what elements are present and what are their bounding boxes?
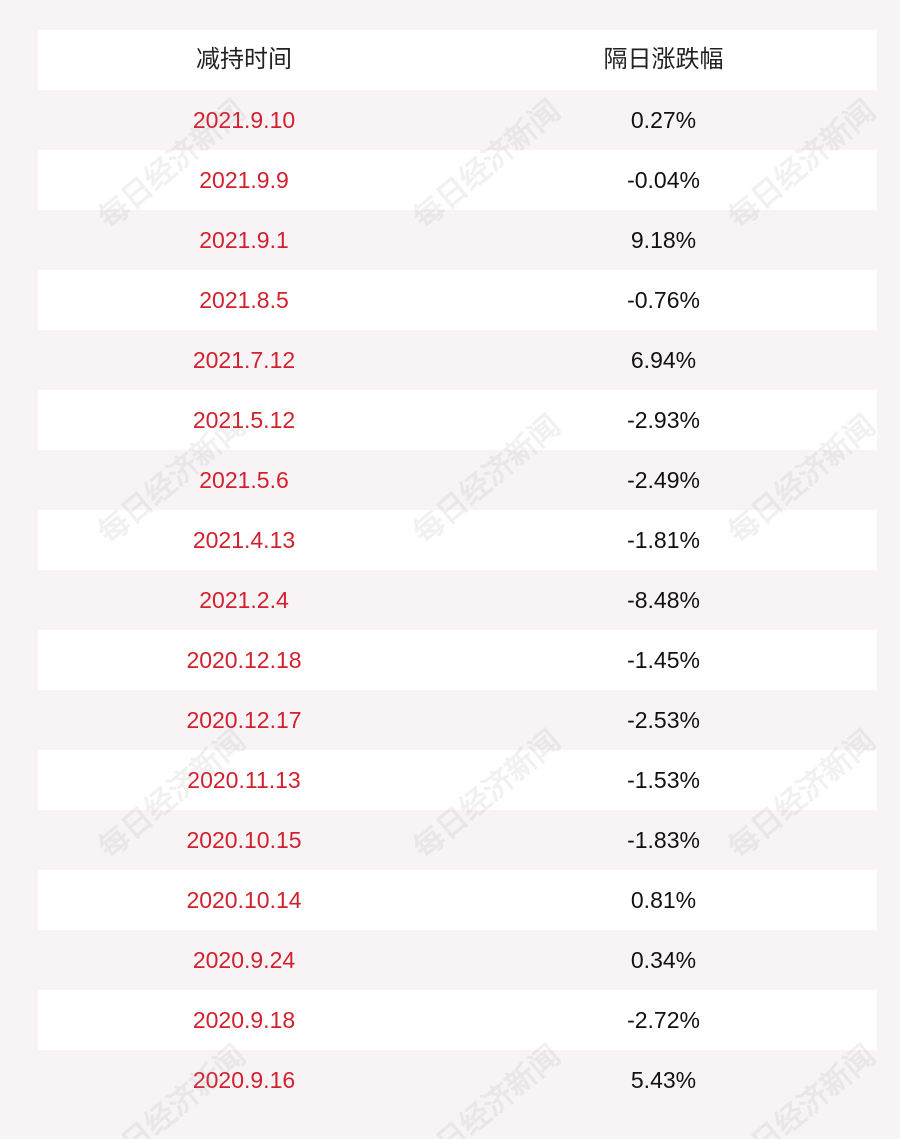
table-row: 2020.9.24 0.34% xyxy=(38,930,877,990)
reduction-date-cell: 2021.9.9 xyxy=(199,167,289,193)
table-row: 2020.11.13 -1.53% xyxy=(38,750,877,810)
reduction-date-cell: 2021.7.12 xyxy=(192,347,296,373)
table-row: 2021.4.13 -1.81% xyxy=(38,510,877,570)
next-day-change-cell: -1.53% xyxy=(627,767,700,793)
next-day-change-cell: -0.04% xyxy=(627,167,700,193)
table-row: 2021.9.10 0.27% xyxy=(38,90,877,150)
next-day-change-cell: 5.43% xyxy=(630,1067,697,1093)
table-row: 2021.5.12 -2.93% xyxy=(38,390,877,450)
table-row: 2020.9.16 5.43% xyxy=(38,1050,877,1110)
next-day-change-cell: -1.83% xyxy=(627,827,700,853)
next-day-change-cell: -2.72% xyxy=(627,1007,700,1033)
reduction-date-cell: 2020.9.18 xyxy=(192,1007,296,1033)
table-row: 2021.5.6 -2.49% xyxy=(38,450,877,510)
table-row: 2021.8.5 -0.76% xyxy=(38,270,877,330)
next-day-change-cell: 0.27% xyxy=(630,107,697,133)
table-row: 2021.9.1 9.18% xyxy=(38,210,877,270)
reduction-date-cell: 2021.9.10 xyxy=(192,107,296,133)
next-day-change-cell: 6.94% xyxy=(630,347,697,373)
table-row: 2020.9.18 -2.72% xyxy=(38,990,877,1050)
next-day-change-cell: -1.45% xyxy=(627,647,700,673)
reduction-date-cell: 2020.12.18 xyxy=(186,647,302,673)
next-day-change-cell: -2.53% xyxy=(627,707,700,733)
table-row: 2020.12.18 -1.45% xyxy=(38,630,877,690)
header-date: 减持时间 xyxy=(196,46,292,73)
next-day-change-cell: 0.81% xyxy=(630,887,697,913)
reduction-date-cell: 2020.12.17 xyxy=(186,707,302,733)
table-row: 2020.10.15 -1.83% xyxy=(38,810,877,870)
next-day-change-cell: -0.76% xyxy=(627,287,700,313)
reduction-date-cell: 2020.10.15 xyxy=(186,827,302,853)
data-table: 减持时间 隔日涨跌幅 2021.9.10 0.27% 2021.9.9 -0.04% 2… xyxy=(38,30,877,1110)
reduction-date-cell: 2021.2.4 xyxy=(199,587,289,613)
table-row: 2021.9.9 -0.04% xyxy=(38,150,877,210)
next-day-change-cell: 9.18% xyxy=(630,227,697,253)
table-row: 2020.12.17 -2.53% xyxy=(38,690,877,750)
reduction-date-cell: 2020.10.14 xyxy=(186,887,302,913)
header-change: 隔日涨跌幅 xyxy=(603,46,724,73)
reduction-date-cell: 2021.8.5 xyxy=(199,287,289,313)
reduction-date-cell: 2021.5.6 xyxy=(199,467,289,493)
reduction-date-cell: 2021.5.12 xyxy=(192,407,296,433)
reduction-date-cell: 2020.11.13 xyxy=(187,767,301,793)
reduction-date-cell: 2021.9.1 xyxy=(199,227,289,253)
next-day-change-cell: -8.48% xyxy=(627,587,700,613)
next-day-change-cell: -1.81% xyxy=(627,527,700,553)
table-row: 2020.10.14 0.81% xyxy=(38,870,877,930)
reduction-date-cell: 2021.4.13 xyxy=(192,527,296,553)
table-row: 2021.7.12 6.94% xyxy=(38,330,877,390)
next-day-change-cell: 0.34% xyxy=(630,947,697,973)
reduction-date-cell: 2020.9.24 xyxy=(192,947,296,973)
reduction-date-cell: 2020.9.16 xyxy=(192,1067,296,1093)
next-day-change-cell: -2.93% xyxy=(627,407,700,433)
table-row: 2021.2.4 -8.48% xyxy=(38,570,877,630)
next-day-change-cell: -2.49% xyxy=(627,467,700,493)
table-body: 2021.9.10 0.27% 2021.9.9 -0.04% 2021.9.1 9.18… xyxy=(38,90,877,1110)
table-header-row: 减持时间 隔日涨跌幅 xyxy=(38,30,877,90)
